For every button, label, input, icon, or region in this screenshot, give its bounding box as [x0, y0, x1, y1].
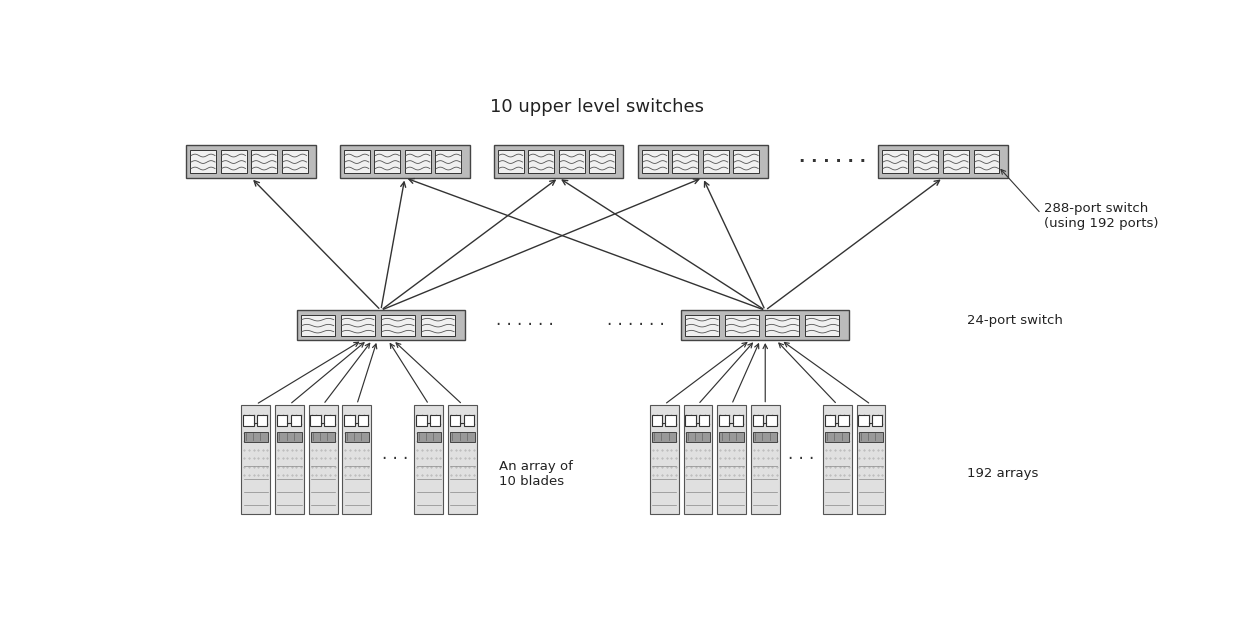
Bar — [650, 404, 678, 514]
Bar — [666, 415, 676, 426]
Bar — [637, 146, 768, 178]
Bar — [417, 432, 441, 442]
Bar — [277, 415, 288, 426]
Bar — [683, 404, 712, 514]
Bar — [358, 415, 368, 426]
Bar — [343, 150, 370, 173]
Bar — [450, 432, 475, 442]
Text: · · ·: · · · — [382, 450, 408, 468]
Bar — [342, 404, 371, 514]
Bar — [882, 150, 908, 173]
Bar — [414, 404, 444, 514]
Bar — [652, 415, 662, 426]
Bar — [420, 314, 455, 336]
Bar — [652, 432, 677, 442]
Bar — [765, 314, 800, 336]
Bar — [374, 150, 401, 173]
Bar — [430, 415, 440, 426]
Bar — [725, 314, 759, 336]
Bar — [311, 432, 335, 442]
Bar — [242, 404, 270, 514]
Bar — [753, 432, 777, 442]
Bar — [838, 415, 849, 426]
Bar — [858, 415, 869, 426]
Bar — [528, 150, 554, 173]
Bar — [859, 432, 883, 442]
Bar — [733, 415, 743, 426]
Bar — [497, 150, 523, 173]
Bar — [435, 150, 461, 173]
Bar — [703, 150, 729, 173]
Bar — [589, 150, 615, 173]
Bar — [872, 415, 883, 426]
Bar — [309, 404, 337, 514]
Bar — [857, 404, 885, 514]
Text: · · · · · ·: · · · · · · — [799, 153, 866, 171]
Bar — [751, 404, 780, 514]
Bar — [281, 150, 308, 173]
Bar — [942, 150, 968, 173]
Bar — [243, 415, 254, 426]
Bar — [753, 415, 763, 426]
Bar — [558, 150, 584, 173]
Bar — [404, 150, 430, 173]
Bar — [296, 310, 465, 340]
Bar — [417, 415, 427, 426]
Text: 192 arrays: 192 arrays — [967, 468, 1038, 480]
Bar — [719, 415, 729, 426]
Bar — [340, 146, 470, 178]
Bar — [275, 404, 304, 514]
Bar — [381, 314, 415, 336]
Bar — [825, 432, 849, 442]
Bar — [190, 150, 216, 173]
Bar — [464, 415, 474, 426]
Bar — [186, 146, 316, 178]
Bar — [717, 404, 746, 514]
Bar — [221, 150, 247, 173]
Bar — [345, 415, 355, 426]
Bar — [341, 314, 374, 336]
Bar — [825, 415, 835, 426]
Text: · · · · · ·: · · · · · · — [496, 316, 554, 334]
Text: An array of
10 blades: An array of 10 blades — [498, 460, 573, 488]
Bar — [686, 415, 696, 426]
Bar — [300, 314, 335, 336]
Bar — [686, 432, 711, 442]
Bar — [672, 150, 698, 173]
Bar — [325, 415, 335, 426]
Bar — [766, 415, 776, 426]
Bar — [278, 432, 301, 442]
Bar — [973, 150, 999, 173]
Bar — [805, 314, 839, 336]
Bar — [733, 150, 759, 173]
Bar — [250, 150, 277, 173]
Bar — [699, 415, 709, 426]
Bar — [450, 415, 460, 426]
Text: 10 upper level switches: 10 upper level switches — [490, 98, 704, 116]
Bar — [681, 310, 849, 340]
Text: 24-port switch: 24-port switch — [967, 314, 1063, 327]
Bar — [448, 404, 477, 514]
Bar — [823, 404, 852, 514]
Bar — [257, 415, 268, 426]
Bar — [310, 415, 321, 426]
Bar — [684, 314, 719, 336]
Bar — [642, 150, 667, 173]
Bar — [244, 432, 268, 442]
Text: · · ·: · · · — [787, 450, 813, 468]
Bar — [913, 150, 939, 173]
Bar — [719, 432, 744, 442]
Bar — [494, 146, 624, 178]
Bar — [345, 432, 370, 442]
Bar — [290, 415, 301, 426]
Bar — [878, 146, 1008, 178]
Text: 288-port switch
(using 192 ports): 288-port switch (using 192 ports) — [1044, 202, 1158, 230]
Text: · · · · · ·: · · · · · · — [606, 316, 665, 334]
